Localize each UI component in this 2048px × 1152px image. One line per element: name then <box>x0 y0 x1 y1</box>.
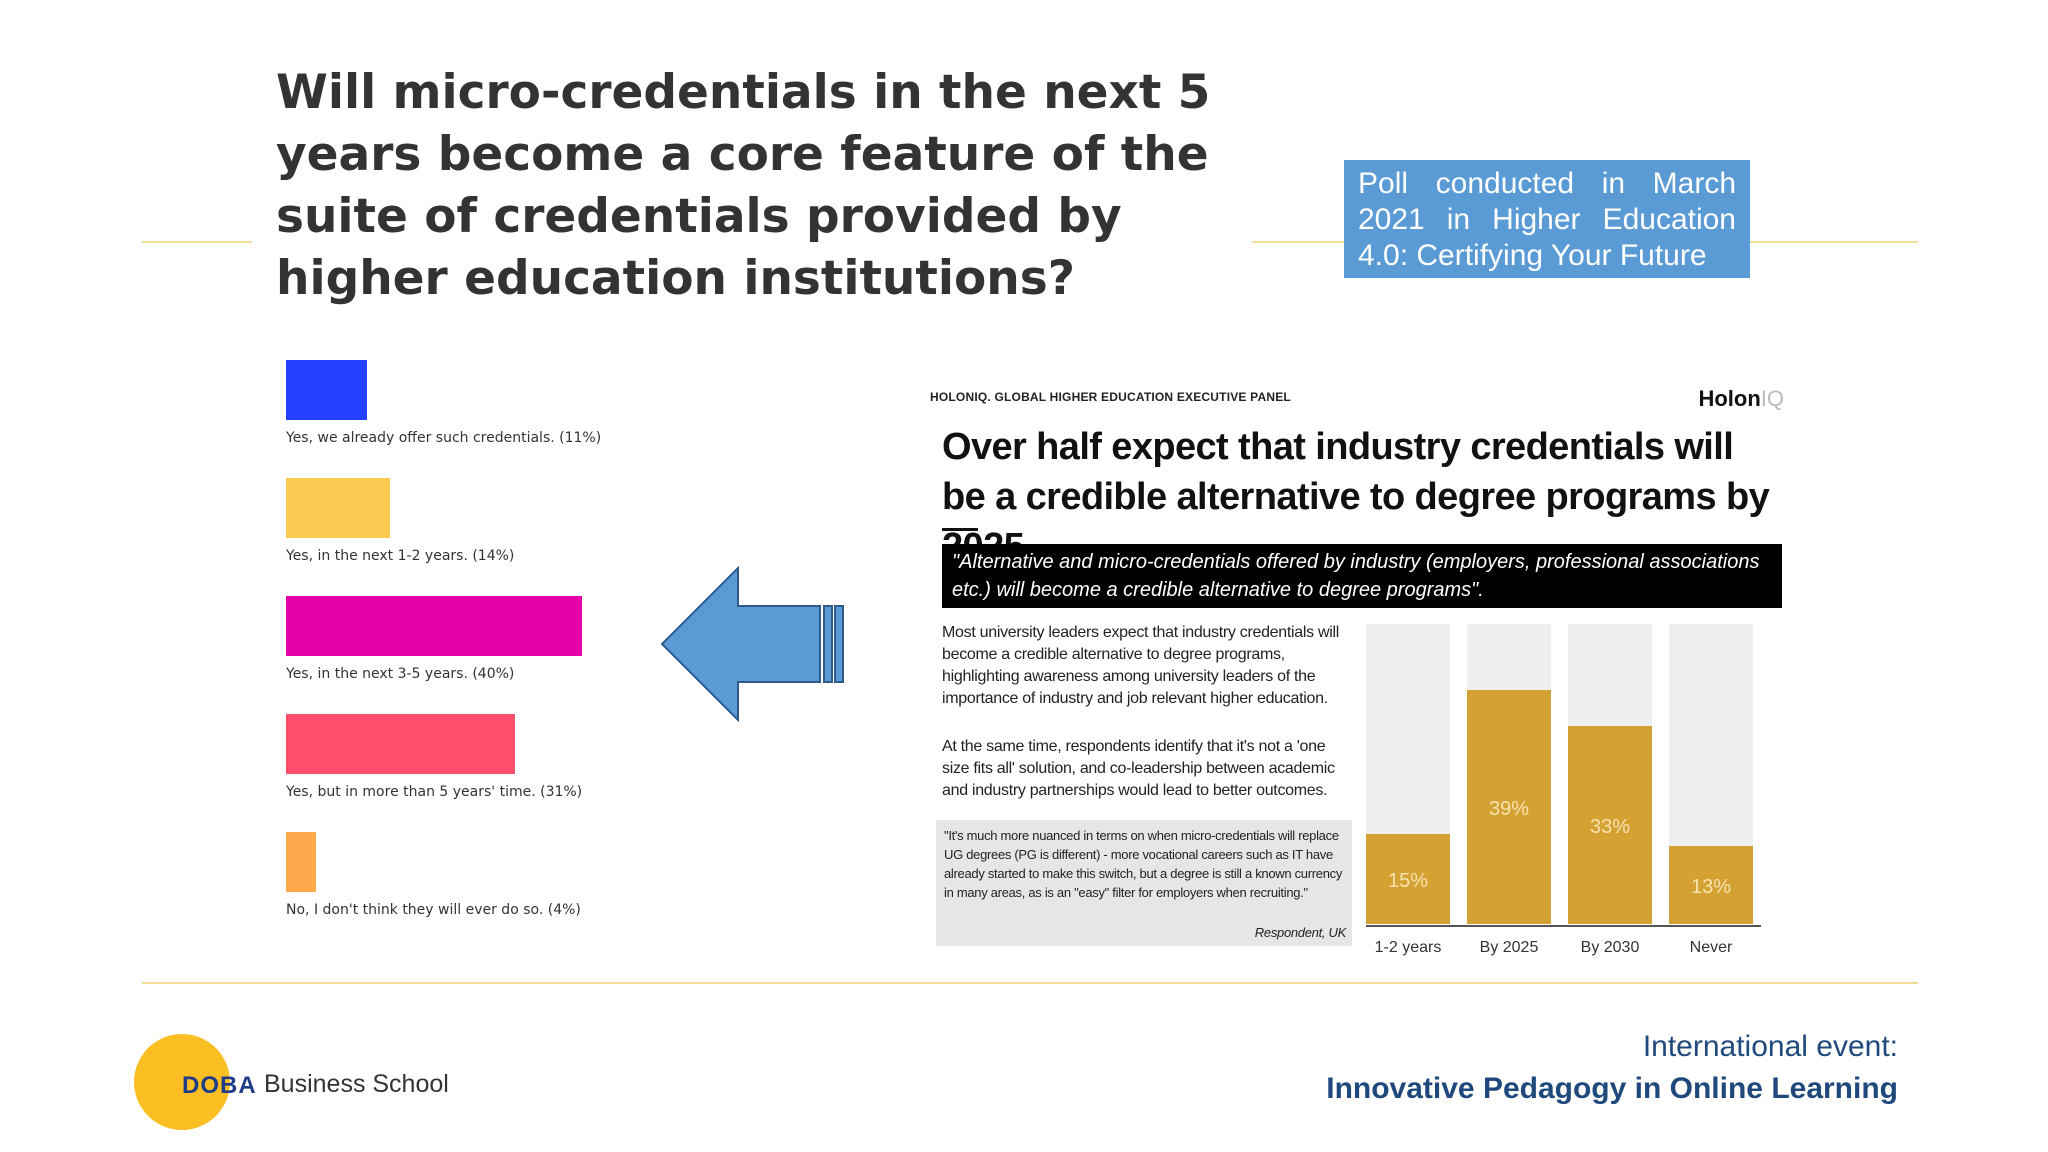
holoniq-logo: HolonIQ <box>1698 386 1784 412</box>
poll-bar-label-1: Yes, we already offer such credentials. … <box>286 430 602 446</box>
timeline-bar-value-1: 15% <box>1388 870 1428 892</box>
holoniq-logo-accent: IQ <box>1760 386 1784 411</box>
doba-logo-text: DOBA <box>182 1072 257 1099</box>
left-arrow-icon <box>660 566 844 722</box>
panel-headline: Over half expect that industry credentia… <box>942 426 1770 568</box>
headline-rule <box>942 528 978 531</box>
timeline-bar-value-4: 13% <box>1691 876 1731 898</box>
business-school-text: Business School <box>264 1070 449 1098</box>
title-divider-right <box>1750 241 1918 243</box>
timeline-bar-4 <box>1669 846 1753 924</box>
poll-bar-4 <box>286 714 516 774</box>
credential-timeline-chart: 15% 1-2 years 39% By 2025 33% By 2030 13% Never <box>1366 624 1761 956</box>
arrow-body <box>660 566 821 722</box>
respondent-quote-box: "It's much more nuanced in terms on when… <box>936 820 1352 946</box>
doba-logo-circle <box>134 1034 230 1130</box>
event-name: Innovative Pedagogy in Online Learning <box>1326 1072 1898 1105</box>
respondent-attribution: Respondent, UK <box>1254 925 1347 940</box>
arrow-stripe-2 <box>834 605 844 683</box>
poll-note-box: Poll conducted in March 2021 in Higher E… <box>1344 160 1750 278</box>
timeline-bar-value-2: 39% <box>1489 798 1529 820</box>
event-label: International event: <box>1642 1030 1898 1063</box>
poll-bar-label-5: No, I don't think they will ever do so. … <box>286 902 581 918</box>
poll-note-text: Poll conducted in March 2021 in Higher E… <box>1358 167 1736 272</box>
panel-paragraph-1: Most university leaders expect that indu… <box>942 624 1339 707</box>
panel-brand: HOLONIQ. GLOBAL HIGHER EDUCATION EXECUTI… <box>930 390 1291 404</box>
poll-bar-1 <box>286 360 368 420</box>
poll-bar-label-3: Yes, in the next 3-5 years. (40%) <box>286 666 515 682</box>
poll-bar-label-4: Yes, but in more than 5 years' time. (31… <box>286 784 583 800</box>
timeline-category-3: By 2030 <box>1581 939 1640 956</box>
arrow-stripe-1 <box>823 605 833 683</box>
poll-bar-2 <box>286 478 390 538</box>
timeline-bar-value-3: 33% <box>1590 816 1630 838</box>
poll-bar-5 <box>286 832 316 892</box>
poll-bar-label-2: Yes, in the next 1-2 years. (14%) <box>286 548 515 564</box>
title-divider-left <box>142 241 252 243</box>
timeline-category-4: Never <box>1690 939 1733 956</box>
footer-divider <box>142 982 1918 984</box>
respondent-quote: "It's much more nuanced in terms on when… <box>944 828 1343 900</box>
panel-paragraph-2: At the same time, respondents identify t… <box>942 738 1335 799</box>
timeline-category-1: 1-2 years <box>1375 939 1442 956</box>
timeline-bar-1 <box>1366 834 1450 924</box>
timeline-category-2: By 2025 <box>1480 939 1539 956</box>
poll-bar-3 <box>286 596 582 656</box>
quote-banner: "Alternative and micro-credentials offer… <box>942 544 1782 608</box>
timeline-bar-2 <box>1467 690 1551 924</box>
footer-event: International event: Innovative Pedagogy… <box>1326 1026 1898 1110</box>
holoniq-panel: HOLONIQ. GLOBAL HIGHER EDUCATION EXECUTI… <box>930 380 1790 960</box>
slide-title: Will micro-credentials in the next 5 yea… <box>276 65 1211 306</box>
timeline-bar-3 <box>1568 726 1652 924</box>
title-divider-middle <box>1252 241 1344 243</box>
holoniq-logo-main: Holon <box>1698 386 1761 411</box>
